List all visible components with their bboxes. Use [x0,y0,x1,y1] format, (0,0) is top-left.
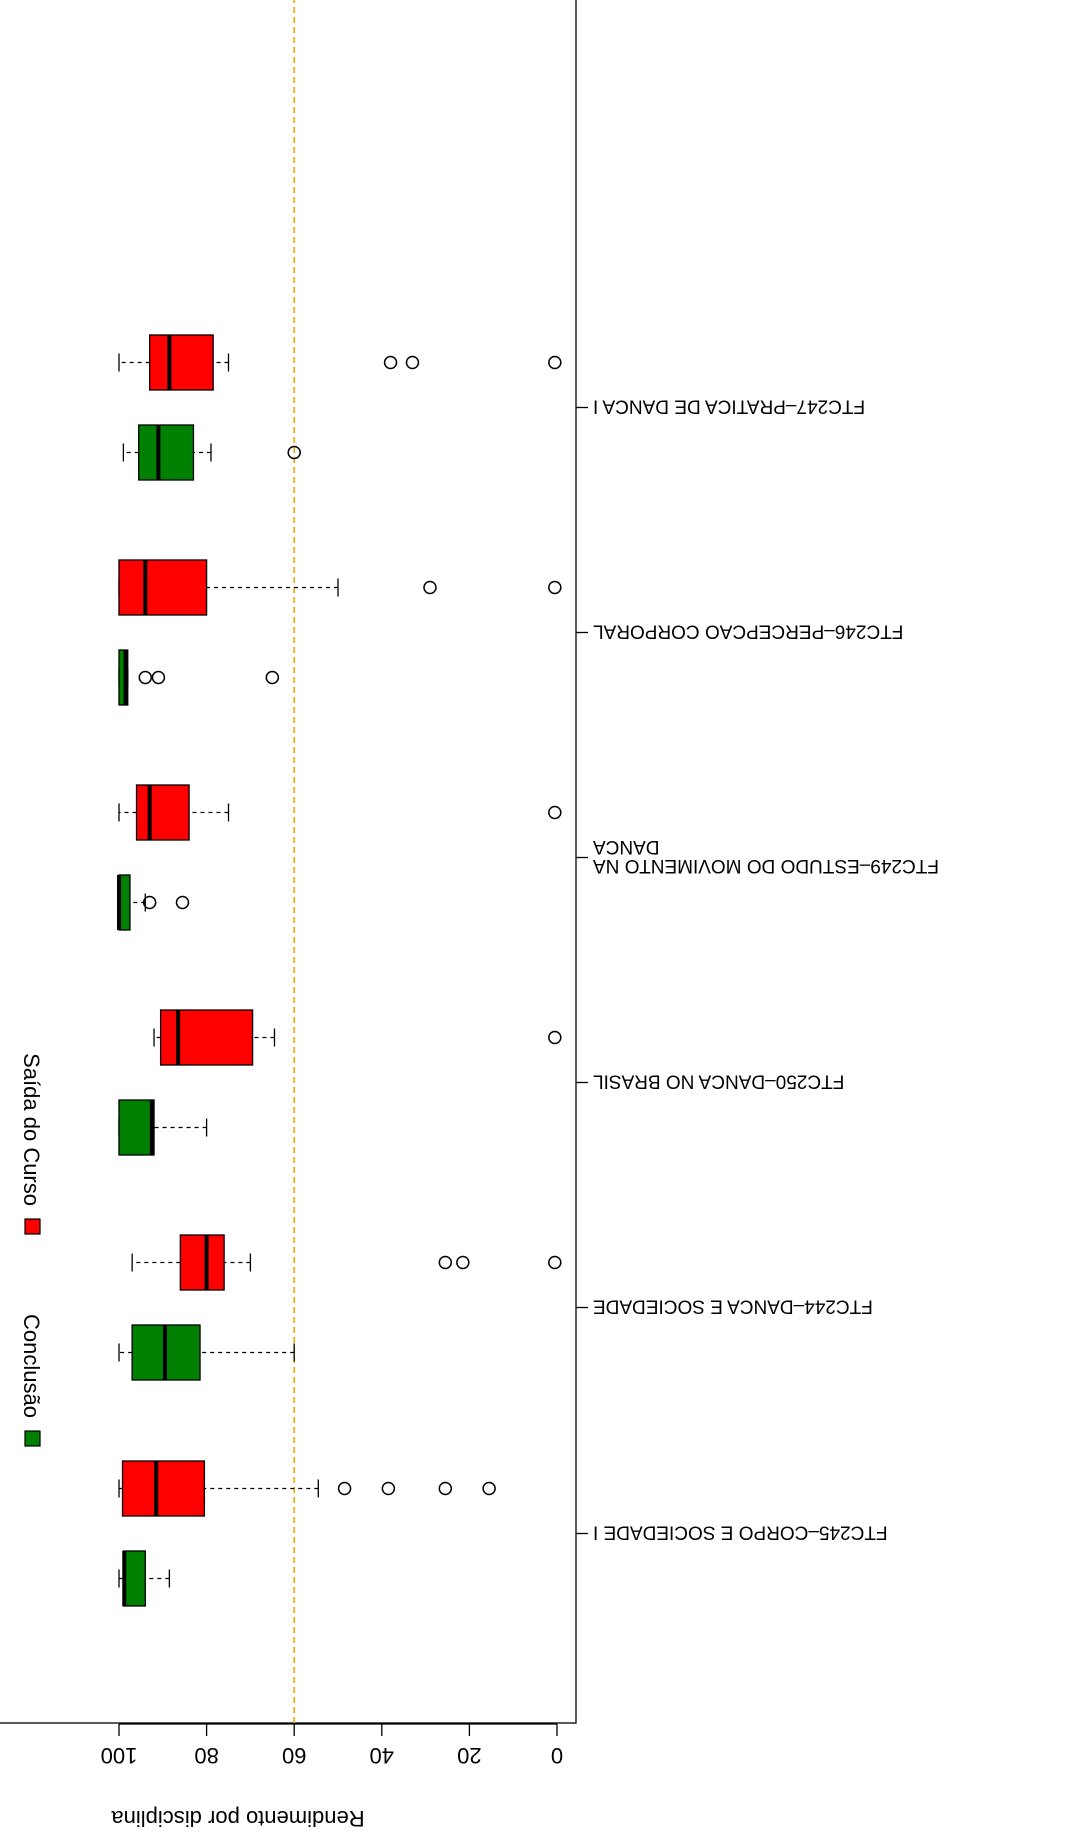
legend-label: Conclusão [19,1314,44,1418]
outlier-point [265,670,280,685]
outlier-point [287,445,301,460]
outlier-point [423,580,437,595]
outlier-point [138,670,153,685]
legend-label: Saída do Curso [19,1053,44,1206]
box-conclusao [117,874,190,931]
box-conclusao [118,1324,295,1381]
outlier-point [175,895,190,910]
outlier-point [381,1481,396,1496]
outlier-point [548,355,562,370]
y-tick-label: 80 [194,1743,218,1768]
outlier-point [548,1030,562,1045]
outlier-point [438,1255,453,1270]
x-tick-label: FTC246–PERCEPCAO CORPORAL [593,621,903,642]
box-conclusao [122,424,301,481]
box-conclusao [118,649,280,706]
outlier-point [383,355,398,370]
box-iqr [179,1234,225,1291]
outlier-point [142,895,157,910]
outlier-point [151,670,166,685]
legend-swatch [24,1430,41,1447]
box-saida [118,784,562,841]
y-tick-label: 0 [551,1743,563,1768]
y-tick-label: 20 [457,1743,481,1768]
x-tick-label: FTC244–DANCA E SOCIEDADE [593,1296,873,1317]
box-conclusao [118,1099,208,1156]
box-iqr [121,1460,206,1517]
y-axis: 0 20 40 60 80 100 [101,1723,563,1768]
x-tick-label: FTC250–DANCA NO BRASIL [593,1071,844,1092]
box-iqr [122,1550,146,1607]
box-saida [153,1009,562,1066]
y-tick-label: 100 [101,1743,138,1768]
outlier-point [482,1481,496,1496]
box-iqr [118,1099,155,1156]
x-tick-label: FTC249–ESTUDO DO MOVIMENTO NADANCA [593,836,939,876]
y-tick-label: 60 [282,1743,306,1768]
box-saida [131,1234,562,1291]
legend-swatch [24,1218,41,1235]
outlier-point [548,1255,562,1270]
box-iqr [118,559,208,616]
box-iqr [138,424,195,481]
outlier-point [548,805,562,820]
x-axis: FTC245–CORPO E SOCIEDADE I FTC244–DANCA E… [576,396,939,1543]
plot-frame [0,0,577,1724]
box-iqr [149,334,214,391]
box-iqr [135,784,190,841]
box-conclusao [118,1550,171,1607]
outlier-point [548,580,562,595]
outlier-point [337,1481,352,1496]
x-tick-label: FTC247–PRATICA DE DANCA I [593,396,865,417]
y-axis-label: Rendimento por disciplina [111,1806,365,1831]
box-saida [118,1460,496,1517]
box-iqr [118,649,129,706]
outlier-point [405,355,420,370]
outlier-point [456,1255,470,1270]
legend: Conclusão Saída do Curso [19,1053,44,1447]
box-saida [118,559,562,616]
box-saida [118,334,562,391]
y-tick-label: 40 [370,1743,394,1768]
x-tick-label: FTC245–CORPO E SOCIEDADE I [593,1522,888,1543]
box-iqr [159,1009,254,1066]
boxes-layer [117,334,562,1607]
outlier-point [438,1481,453,1496]
